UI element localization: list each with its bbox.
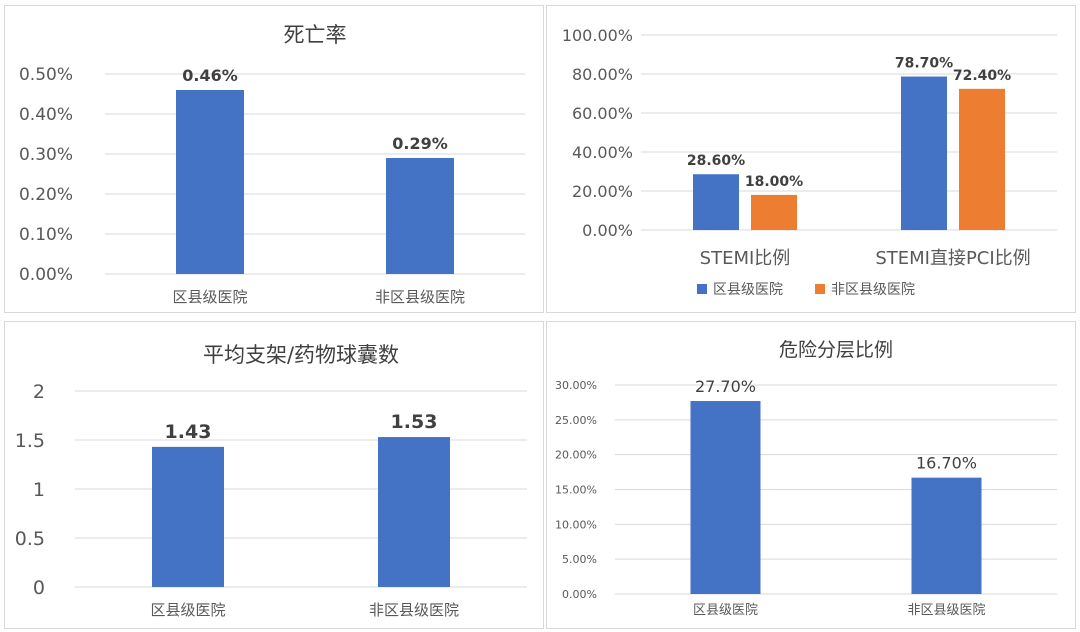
- chart-panel-risk-ratio: 0.00% 5.00% 10.00% 15.00% 20.00% 25.00% 30.00%…: [546, 321, 1076, 629]
- y-tick-label: 2: [33, 381, 45, 403]
- data-label: 1.43: [165, 421, 212, 443]
- data-label: 16.70%: [916, 454, 977, 473]
- y-tick-label: 0.00%: [562, 588, 597, 601]
- bar: [386, 158, 454, 274]
- bar: [690, 401, 761, 594]
- y-tick-label: 15.00%: [555, 483, 597, 496]
- bar: [751, 194, 797, 230]
- y-tick-label: 80.00%: [572, 65, 633, 84]
- chart-title: 危险分层比例: [779, 339, 893, 361]
- data-label: 72.40%: [953, 68, 1011, 84]
- y-tick-label: 0.5: [15, 528, 45, 550]
- data-label: 28.60%: [687, 153, 745, 169]
- y-tick-label: 30.00%: [555, 379, 597, 392]
- bar: [378, 437, 450, 587]
- y-tick-label: 20.00%: [572, 182, 633, 201]
- y-tick-label: 1.5: [15, 430, 45, 452]
- y-tick-label: 5.00%: [562, 553, 597, 566]
- x-category-label: 区县级医院: [693, 603, 758, 618]
- data-label: 0.29%: [392, 134, 448, 153]
- legend-swatch: [697, 284, 707, 294]
- y-tick-label: 100.00%: [562, 26, 633, 45]
- y-tick-label: 10.00%: [555, 518, 597, 531]
- x-category-label: 非区县级医院: [907, 603, 985, 618]
- data-label: 27.70%: [695, 377, 756, 396]
- y-tick-label: 20.00%: [555, 449, 597, 462]
- legend-swatch: [815, 284, 825, 294]
- data-label: 1.53: [391, 411, 438, 433]
- legend-label: 区县级医院: [713, 282, 783, 298]
- legend-label: 非区县级医院: [831, 282, 915, 298]
- x-category-label: 非区县级医院: [375, 288, 465, 306]
- y-tick-label: 0: [33, 577, 45, 599]
- x-category-label: 区县级医院: [150, 601, 225, 619]
- x-category-label: STEMI比例: [700, 248, 791, 269]
- y-tick-label: 0.40%: [19, 105, 73, 125]
- y-tick-label: 0.50%: [19, 65, 73, 85]
- chart-title: 死亡率: [284, 23, 347, 47]
- chart-title: 平均支架/药物球囊数: [203, 343, 399, 367]
- y-tick-label: 25.00%: [555, 414, 597, 427]
- chart-panel-stemi: 0.00% 20.00% 40.00% 60.00% 80.00% 100.00% STEM…: [546, 5, 1076, 313]
- y-tick-label: 60.00%: [572, 104, 633, 123]
- y-tick-label: 0.20%: [19, 185, 73, 205]
- chart-stemi: 0.00% 20.00% 40.00% 60.00% 80.00% 100.00% STEM…: [562, 26, 1057, 298]
- y-tick-label: 0.00%: [19, 265, 73, 285]
- data-label: 18.00%: [745, 174, 803, 190]
- y-tick-label: 0.00%: [582, 221, 633, 240]
- data-label: 78.70%: [895, 56, 953, 72]
- y-tick-label: 1: [33, 479, 45, 501]
- bar: [176, 90, 244, 274]
- x-category-label: 区县级医院: [172, 288, 247, 306]
- bar: [959, 88, 1005, 230]
- y-tick-label: 0.30%: [19, 145, 73, 165]
- chart-risk-ratio: 0.00% 5.00% 10.00% 15.00% 20.00% 25.00% 30.00%…: [555, 339, 1057, 618]
- chart-panel-mortality: 0.00% 0.10% 0.20% 0.30% 0.40% 0.50% 死亡率区县级医院 0.…: [4, 5, 544, 313]
- bar: [911, 477, 982, 594]
- y-tick-label: 40.00%: [572, 143, 633, 162]
- y-tick-label: 0.10%: [19, 225, 73, 245]
- bar: [693, 174, 739, 230]
- bar: [901, 76, 947, 230]
- data-label: 0.46%: [182, 66, 238, 85]
- bar: [152, 446, 224, 587]
- x-category-label: STEMI直接PCI比例: [875, 248, 1030, 269]
- chart-panel-stent-count: 0 0.5 1 1.5 2 平均支架/药物球囊数区县级医院 1.43 非区县级医院 1.53: [4, 321, 544, 629]
- x-category-label: 非区县级医院: [369, 601, 459, 619]
